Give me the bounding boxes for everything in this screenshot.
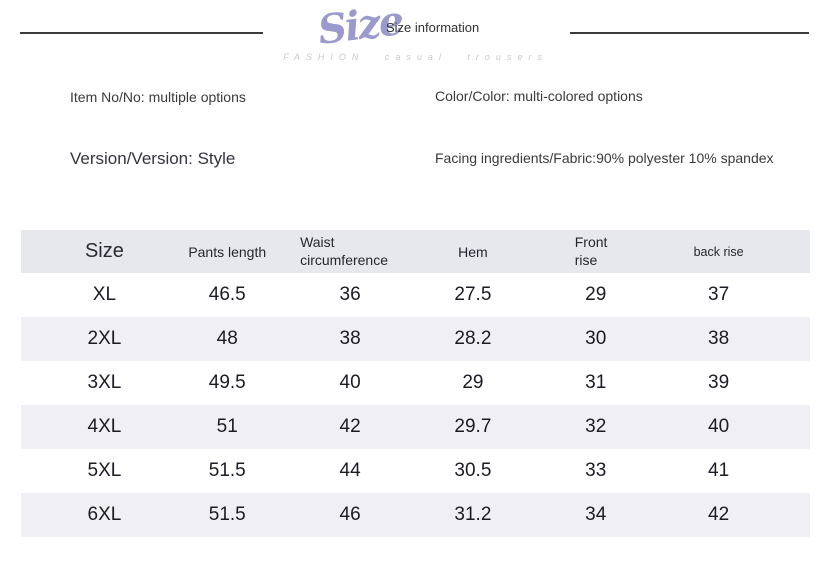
page-title: Size information bbox=[386, 20, 480, 35]
col-header-back-rise: back rise bbox=[693, 244, 744, 259]
item-no-text: Item No/No: multiple options bbox=[70, 89, 246, 105]
pants-length-cell: 51.5 bbox=[208, 460, 246, 481]
hem-cell: 31.2 bbox=[454, 504, 492, 525]
size-cell: 6XL bbox=[87, 504, 122, 525]
waist-cell: 46 bbox=[339, 504, 361, 525]
table-row: 3XL 49.5 40 29 31 39 bbox=[21, 361, 810, 405]
waist-cell: 42 bbox=[339, 416, 361, 437]
pants-length-cell: 46.5 bbox=[208, 284, 246, 305]
col-header-pants-length: Pants length bbox=[188, 243, 267, 260]
col-header-size: Size bbox=[84, 240, 124, 262]
pants-length-cell: 51.5 bbox=[208, 504, 246, 525]
front-rise-cell: 33 bbox=[585, 460, 607, 481]
back-rise-cell: 39 bbox=[708, 372, 730, 393]
pants-length-cell: 48 bbox=[216, 328, 238, 349]
waist-cell: 40 bbox=[339, 372, 361, 393]
color-text: Color/Color: multi-colored options bbox=[435, 88, 643, 104]
size-table-header-row: Size Pants length Waist circumference He… bbox=[21, 230, 810, 273]
col-header-waist-circumference: Waist circumference bbox=[300, 234, 388, 268]
pants-length-cell: 49.5 bbox=[208, 372, 246, 393]
pants-length-cell: 51 bbox=[216, 416, 238, 437]
table-row: XL 46.5 36 27.5 29 37 bbox=[21, 273, 810, 317]
front-rise-cell: 31 bbox=[585, 372, 607, 393]
back-rise-cell: 38 bbox=[708, 328, 730, 349]
header-divider-left bbox=[20, 32, 263, 34]
fabric-text: Facing ingredients/Fabric:90% polyester … bbox=[435, 150, 774, 166]
front-rise-cell: 29 bbox=[585, 284, 607, 305]
back-rise-cell: 37 bbox=[708, 284, 730, 305]
size-cell: 3XL bbox=[87, 372, 122, 393]
table-row: 2XL 48 38 28.2 30 38 bbox=[21, 317, 810, 361]
header-divider-right bbox=[570, 32, 809, 34]
hem-cell: 29 bbox=[462, 372, 484, 393]
size-table: Size Pants length Waist circumference He… bbox=[21, 230, 810, 537]
hem-cell: 27.5 bbox=[454, 284, 492, 305]
waist-cell: 44 bbox=[339, 460, 361, 481]
back-rise-cell: 42 bbox=[708, 504, 730, 525]
table-row: 5XL 51.5 44 30.5 33 41 bbox=[21, 449, 810, 493]
size-cell: 2XL bbox=[87, 328, 122, 349]
waist-cell: 38 bbox=[339, 328, 361, 349]
col-header-hem: Hem bbox=[458, 243, 488, 260]
back-rise-cell: 40 bbox=[708, 416, 730, 437]
front-rise-cell: 32 bbox=[585, 416, 607, 437]
waist-cell: 36 bbox=[339, 284, 361, 305]
front-rise-cell: 34 bbox=[585, 504, 607, 525]
fashion-tagline: FASHION casual trousers bbox=[283, 52, 548, 62]
size-cell: 5XL bbox=[87, 460, 122, 481]
hem-cell: 28.2 bbox=[454, 328, 492, 349]
front-rise-cell: 30 bbox=[585, 328, 607, 349]
back-rise-cell: 41 bbox=[708, 460, 730, 481]
hem-cell: 29.7 bbox=[454, 416, 492, 437]
table-row: 6XL 51.5 46 31.2 34 42 bbox=[21, 493, 810, 537]
size-cell: 4XL bbox=[87, 416, 122, 437]
hem-cell: 30.5 bbox=[454, 460, 492, 481]
version-text: Version/Version: Style bbox=[70, 149, 236, 168]
size-cell: XL bbox=[92, 284, 117, 305]
table-row: 4XL 51 42 29.7 32 40 bbox=[21, 405, 810, 449]
col-header-front-rise: Front rise bbox=[574, 234, 608, 268]
